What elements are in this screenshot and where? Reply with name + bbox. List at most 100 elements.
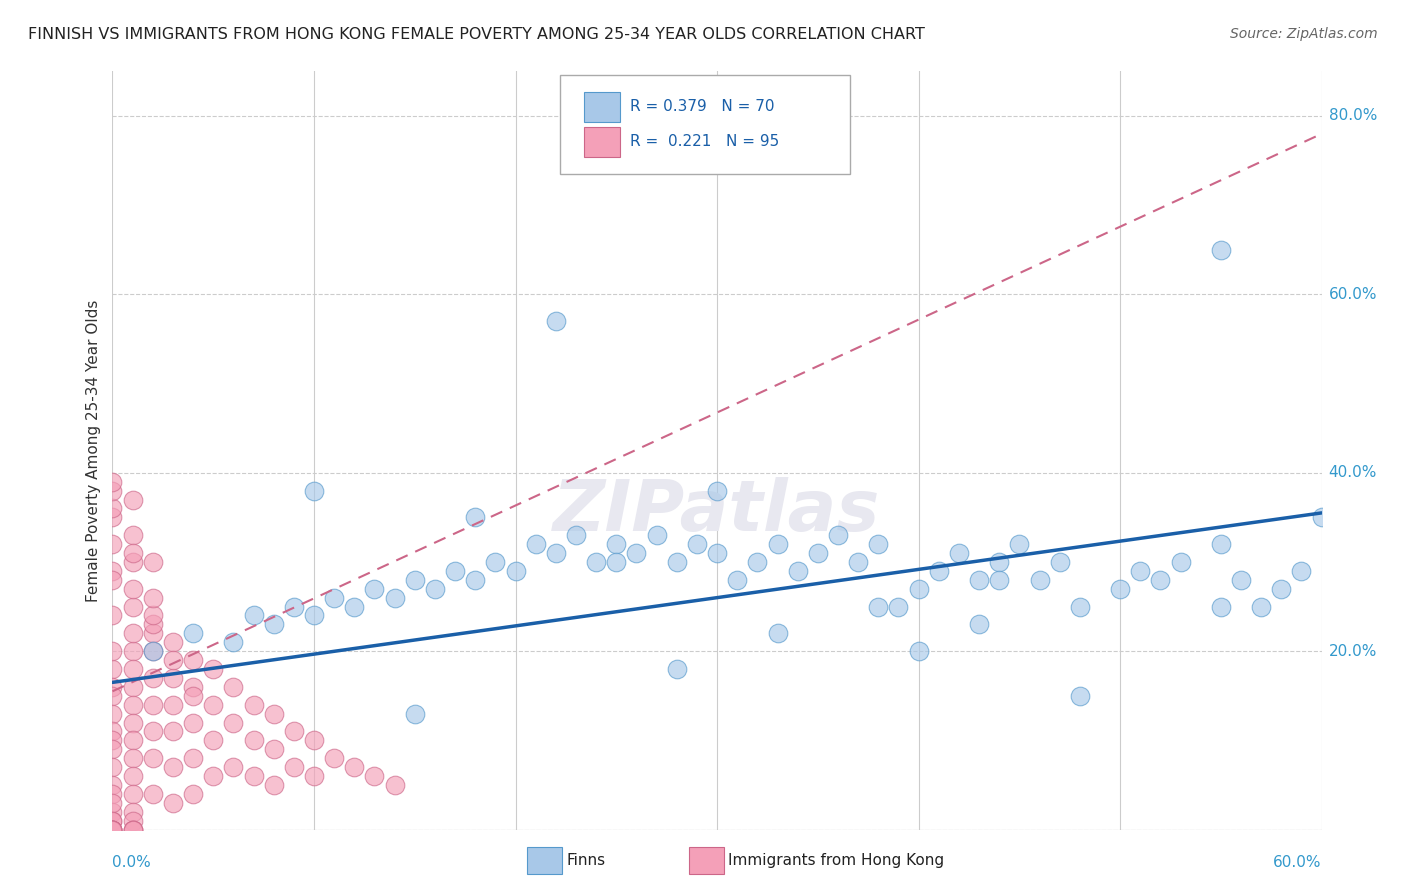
- Point: [142, 698, 165, 712]
- Point: [121, 626, 143, 640]
- Point: [626, 546, 648, 560]
- Point: [121, 751, 143, 765]
- Point: [323, 591, 346, 605]
- Point: [786, 564, 808, 578]
- Point: [686, 537, 709, 551]
- Point: [242, 608, 264, 623]
- Text: Source: ZipAtlas.com: Source: ZipAtlas.com: [1230, 27, 1378, 41]
- Point: [827, 528, 849, 542]
- Point: [121, 698, 143, 712]
- Point: [202, 662, 225, 676]
- Point: [242, 698, 264, 712]
- Point: [988, 573, 1011, 587]
- Point: [142, 555, 165, 569]
- Point: [121, 805, 143, 819]
- Point: [101, 644, 124, 658]
- Point: [142, 617, 165, 632]
- Point: [384, 778, 406, 792]
- Text: ZIPatlas: ZIPatlas: [554, 476, 880, 546]
- Point: [1049, 555, 1071, 569]
- Point: [1028, 573, 1050, 587]
- Point: [142, 626, 165, 640]
- Point: [988, 555, 1011, 569]
- Point: [101, 822, 124, 837]
- Text: 60.0%: 60.0%: [1329, 287, 1376, 301]
- Point: [263, 778, 285, 792]
- Point: [967, 573, 990, 587]
- Point: [101, 483, 124, 498]
- Point: [101, 814, 124, 828]
- Point: [1209, 537, 1232, 551]
- Text: 20.0%: 20.0%: [1329, 644, 1376, 658]
- Point: [181, 751, 204, 765]
- Point: [384, 591, 406, 605]
- Point: [121, 555, 143, 569]
- Point: [846, 555, 869, 569]
- Point: [605, 537, 627, 551]
- Text: Finns: Finns: [567, 854, 606, 868]
- Point: [101, 724, 124, 739]
- Point: [181, 715, 204, 730]
- Point: [142, 671, 165, 685]
- Point: [222, 635, 245, 649]
- Text: 60.0%: 60.0%: [1274, 855, 1322, 870]
- Point: [162, 760, 184, 774]
- Point: [162, 653, 184, 667]
- Point: [121, 492, 143, 507]
- Point: [181, 787, 204, 801]
- Point: [868, 599, 890, 614]
- Point: [121, 680, 143, 694]
- Point: [544, 314, 567, 328]
- Point: [807, 546, 830, 560]
- Point: [1008, 537, 1031, 551]
- Point: [101, 608, 124, 623]
- Point: [665, 662, 688, 676]
- Point: [222, 715, 245, 730]
- Point: [101, 564, 124, 578]
- Point: [121, 582, 143, 596]
- Point: [907, 644, 929, 658]
- Point: [121, 814, 143, 828]
- Point: [747, 555, 769, 569]
- Point: [121, 528, 143, 542]
- Point: [766, 626, 789, 640]
- Point: [142, 787, 165, 801]
- Point: [1069, 689, 1091, 703]
- Point: [343, 760, 366, 774]
- Point: [484, 555, 506, 569]
- Point: [1129, 564, 1152, 578]
- Point: [101, 796, 124, 810]
- Point: [162, 724, 184, 739]
- Point: [101, 662, 124, 676]
- Point: [1109, 582, 1132, 596]
- Point: [524, 537, 547, 551]
- Point: [1310, 510, 1333, 524]
- Point: [121, 644, 143, 658]
- Text: 80.0%: 80.0%: [1329, 109, 1376, 123]
- Point: [121, 599, 143, 614]
- Point: [101, 475, 124, 489]
- Point: [645, 528, 668, 542]
- Point: [142, 644, 165, 658]
- Text: 40.0%: 40.0%: [1329, 466, 1376, 480]
- Point: [121, 733, 143, 747]
- Point: [101, 733, 124, 747]
- Point: [101, 760, 124, 774]
- Y-axis label: Female Poverty Among 25-34 Year Olds: Female Poverty Among 25-34 Year Olds: [86, 300, 101, 601]
- Point: [665, 555, 688, 569]
- Point: [1209, 599, 1232, 614]
- Point: [928, 564, 950, 578]
- Point: [242, 769, 264, 783]
- Point: [162, 796, 184, 810]
- Point: [101, 573, 124, 587]
- Point: [101, 822, 124, 837]
- Point: [101, 814, 124, 828]
- Point: [101, 778, 124, 792]
- Point: [121, 715, 143, 730]
- Point: [1270, 582, 1292, 596]
- Point: [121, 787, 143, 801]
- Text: Immigrants from Hong Kong: Immigrants from Hong Kong: [728, 854, 945, 868]
- Point: [887, 599, 910, 614]
- Point: [101, 510, 124, 524]
- Point: [868, 537, 890, 551]
